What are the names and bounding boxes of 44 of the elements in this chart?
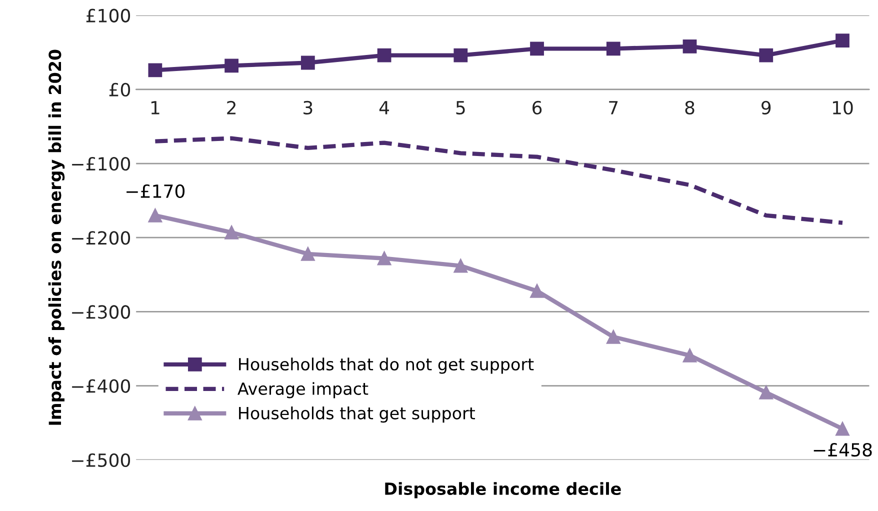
y-tick-label: £0 [109, 82, 130, 97]
annotation: −£170 [126, 184, 185, 198]
x-tick-label: 4 [379, 101, 390, 114]
point [224, 225, 238, 240]
point [530, 284, 544, 298]
point [300, 56, 315, 70]
y-axis-title: Impact of policies on energy bill in 2020 [48, 50, 65, 425]
point [836, 34, 850, 48]
y-tick-label: −£400 [72, 379, 130, 393]
point [759, 48, 774, 62]
legend-label: Average impact [238, 382, 368, 398]
point [454, 258, 468, 273]
y-tick-label: −£100 [72, 156, 130, 171]
point [300, 246, 315, 261]
point [148, 63, 162, 78]
y-tick-label: £100 [86, 8, 130, 22]
x-tick-label: 8 [685, 100, 694, 115]
x-axis-title: Disposable income decile [385, 482, 621, 498]
x-tick-label: 10 [832, 100, 853, 115]
point [530, 42, 544, 56]
x-tick-label: 1 [151, 101, 160, 114]
point [759, 386, 774, 400]
point [377, 251, 392, 266]
point [606, 330, 620, 344]
point [377, 48, 392, 62]
point [224, 58, 238, 73]
x-tick-label: 7 [609, 101, 618, 114]
annotation: −£458 [814, 442, 872, 457]
x-tick-label: 9 [762, 100, 771, 115]
point [682, 348, 697, 362]
legend-label: Households that do not get support [239, 358, 534, 374]
x-tick-label: 5 [456, 101, 465, 115]
point [454, 48, 468, 62]
point [682, 40, 697, 54]
point [606, 42, 620, 56]
y-tick-label: −£200 [72, 231, 130, 245]
x-tick-label: 3 [304, 100, 312, 115]
point [836, 422, 850, 436]
point [148, 208, 162, 222]
y-tick-label: −£500 [72, 453, 130, 468]
legend-label: Households that get support [239, 406, 475, 423]
x-tick-label: 6 [532, 100, 542, 115]
y-tick-label: −£300 [72, 305, 130, 319]
x-tick-label: 2 [227, 100, 236, 114]
